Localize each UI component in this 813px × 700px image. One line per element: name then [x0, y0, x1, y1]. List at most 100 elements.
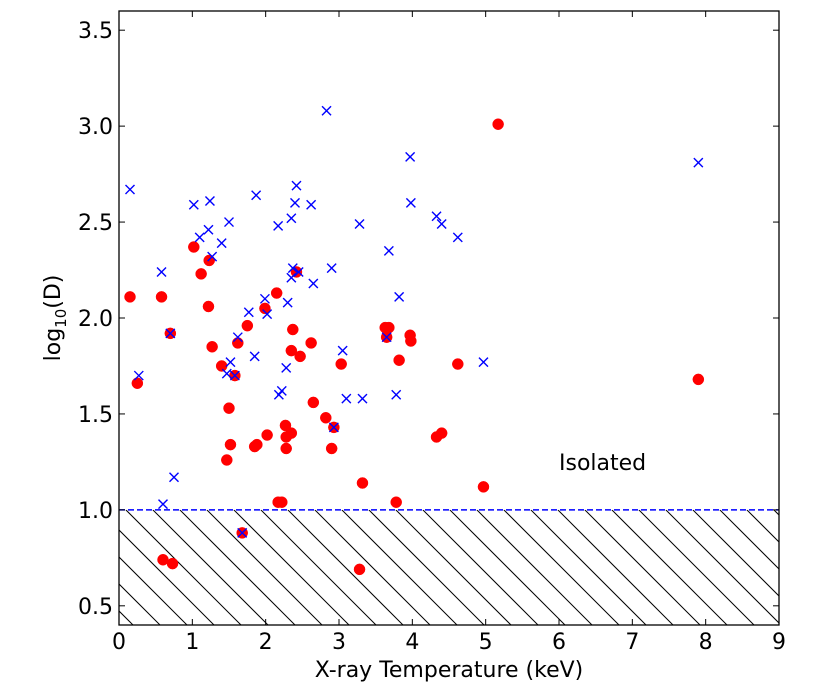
x-tick-label: 6	[552, 630, 566, 655]
y-tick-label: 3.5	[78, 19, 113, 44]
hatch-line	[503, 509, 620, 625]
hatch-line	[179, 509, 296, 625]
blue-cross-point	[203, 224, 214, 235]
hatch-line	[665, 509, 779, 624]
hatch-line	[119, 610, 134, 625]
y-tick-label: 2.5	[78, 211, 113, 236]
hatch-line	[287, 509, 404, 625]
y-axis-title: log10(D)	[41, 275, 70, 362]
blue-cross-point	[232, 332, 243, 343]
red-circle-point	[259, 302, 271, 315]
hatch-line	[746, 509, 779, 543]
red-circle-point	[131, 377, 144, 389]
x-tick-label: 7	[625, 630, 639, 655]
blue-cross-point	[169, 472, 179, 483]
blue-cross-point	[229, 370, 240, 381]
red-circle-point	[166, 557, 179, 570]
blue-cross-point	[291, 180, 302, 191]
blue-cross-point	[341, 393, 352, 404]
axis-ticks: 0 1 2 3 4 5 6 7 8 9 0.5 1.0 1.5 2.0 2.5 3.0 3.5	[78, 11, 786, 655]
y-tick-label: 0.5	[78, 595, 113, 620]
blue-cross-point	[282, 297, 293, 308]
hatch-line	[368, 509, 485, 625]
y-tick-label: 1.5	[78, 403, 113, 428]
blue-cross-point	[287, 263, 298, 274]
red-circle-point	[307, 396, 320, 409]
red-circle-point	[383, 321, 395, 334]
blue-cross-point	[431, 211, 442, 222]
data-marks	[124, 105, 705, 576]
red-circle-point	[405, 335, 417, 347]
y-tick-label: 2.0	[78, 307, 113, 332]
blue-cross-point	[693, 157, 704, 168]
hatch-line	[719, 509, 779, 570]
x-tick-label: 3	[332, 630, 346, 655]
hatch-line	[476, 509, 593, 625]
blue-cross-point	[204, 195, 215, 206]
hatch-line	[260, 509, 377, 625]
y-axis-title-base: log	[41, 328, 66, 362]
red-circle-point	[320, 412, 332, 424]
blue-cross-point	[326, 263, 337, 274]
hatch-line	[422, 509, 539, 625]
blue-cross-point	[156, 266, 167, 277]
blue-cross-point	[394, 291, 405, 302]
blue-cross-point	[281, 362, 292, 373]
blue-cross-point	[391, 389, 402, 400]
blue-cross-point	[273, 220, 284, 231]
hatch-line	[773, 509, 779, 516]
blue-cross-point	[133, 370, 144, 381]
red-circle-point	[353, 563, 366, 576]
blue-cross-point	[383, 245, 394, 256]
blue-cross-point	[381, 332, 392, 343]
red-circle-point	[215, 360, 228, 372]
blue-cross-point	[354, 218, 365, 229]
hatch-line	[611, 509, 728, 625]
blue-cross-point	[249, 351, 260, 362]
blue-cross-point	[237, 527, 248, 538]
red-circle-point	[279, 419, 292, 432]
hatch-line	[341, 509, 458, 625]
blue-cross-point	[276, 385, 287, 396]
red-circle-point	[390, 496, 402, 508]
red-circle-point	[224, 438, 237, 451]
y-axis-title-suffix: (D)	[41, 275, 66, 309]
blue-cross-point	[259, 293, 270, 304]
hatch-line	[395, 509, 512, 625]
blue-cross-point	[221, 368, 232, 379]
x-axis-title: X-ray Temperature (keV)	[315, 658, 584, 683]
y-axis-title-subscript: 10	[52, 309, 70, 328]
blue-cross-point	[262, 309, 273, 320]
blue-cross-point	[224, 217, 234, 228]
blue-cross-point	[290, 197, 300, 208]
hatched-region	[119, 509, 779, 625]
blue-cross-point	[286, 213, 297, 224]
blue-cross-point	[436, 218, 447, 229]
blue-cross-point	[207, 251, 218, 262]
red-circle-point	[241, 319, 254, 332]
hatch-line	[557, 509, 674, 625]
red-circle-point	[285, 427, 298, 439]
red-circle-point	[276, 496, 288, 508]
hatch-line	[638, 509, 755, 625]
red-circle-point	[280, 442, 292, 455]
red-circle-point	[305, 337, 317, 349]
red-circle-point	[452, 358, 464, 370]
x-tick-label: 1	[185, 630, 199, 655]
blue-cross-point	[405, 151, 416, 162]
hatch-line	[449, 509, 566, 625]
blue-cross-point	[165, 328, 176, 339]
x-tick-label: 2	[259, 630, 273, 655]
hatch-line	[206, 509, 323, 625]
blue-cross-point	[478, 357, 489, 368]
plot-area	[119, 11, 779, 625]
hatch-line	[125, 509, 242, 625]
isolated-annotation: Isolated	[559, 451, 646, 476]
red-circle-point	[477, 481, 490, 493]
hatch-line	[152, 509, 269, 625]
blue-cross-point	[216, 238, 227, 249]
y-tick-label: 3.0	[78, 115, 113, 140]
blue-cross-point	[188, 199, 199, 210]
hatch-line	[584, 509, 701, 625]
